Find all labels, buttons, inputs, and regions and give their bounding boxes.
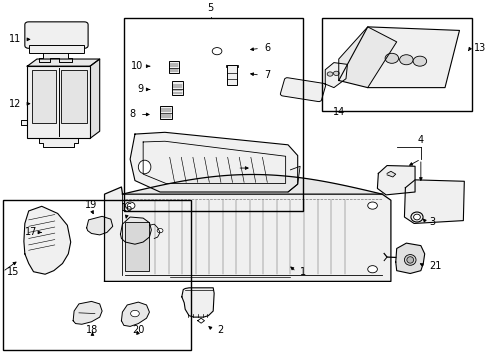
Text: 1: 1 xyxy=(300,267,305,277)
Bar xyxy=(168,61,179,73)
Bar xyxy=(29,45,84,53)
Text: 18: 18 xyxy=(86,325,99,335)
Bar xyxy=(32,70,56,123)
Bar xyxy=(61,70,86,123)
Bar xyxy=(225,65,238,67)
Polygon shape xyxy=(404,180,464,224)
Text: 14: 14 xyxy=(332,107,344,117)
Bar xyxy=(27,66,90,138)
Text: 20: 20 xyxy=(132,325,144,335)
Polygon shape xyxy=(325,63,347,87)
Ellipse shape xyxy=(413,214,420,220)
Text: 6: 6 xyxy=(264,43,269,53)
Polygon shape xyxy=(21,120,27,125)
Bar xyxy=(3,200,191,350)
FancyBboxPatch shape xyxy=(25,22,88,48)
Ellipse shape xyxy=(410,212,422,222)
Polygon shape xyxy=(121,302,149,327)
Text: 5: 5 xyxy=(207,3,213,13)
Text: 9: 9 xyxy=(137,84,143,94)
Polygon shape xyxy=(86,216,113,235)
Bar xyxy=(171,81,183,95)
Circle shape xyxy=(157,229,163,233)
Text: 11: 11 xyxy=(9,34,21,44)
Text: 13: 13 xyxy=(473,43,485,53)
Polygon shape xyxy=(395,243,424,274)
Circle shape xyxy=(385,53,398,63)
Bar xyxy=(321,18,470,111)
Bar xyxy=(226,66,237,85)
Text: 2: 2 xyxy=(217,325,223,335)
Polygon shape xyxy=(39,138,78,147)
Text: 17: 17 xyxy=(24,228,37,237)
Polygon shape xyxy=(338,27,396,87)
Ellipse shape xyxy=(404,255,415,265)
Circle shape xyxy=(412,56,426,66)
Circle shape xyxy=(333,71,339,76)
Text: 3: 3 xyxy=(428,217,435,227)
Polygon shape xyxy=(120,217,151,244)
Text: 7: 7 xyxy=(264,70,269,80)
Polygon shape xyxy=(73,301,102,324)
Circle shape xyxy=(399,55,412,65)
Polygon shape xyxy=(90,59,100,138)
FancyBboxPatch shape xyxy=(280,78,325,102)
Text: 4: 4 xyxy=(417,135,423,145)
Ellipse shape xyxy=(406,257,413,263)
Polygon shape xyxy=(24,206,71,274)
Bar xyxy=(125,222,149,271)
Text: 16: 16 xyxy=(121,203,133,213)
Text: 8: 8 xyxy=(129,109,136,120)
Polygon shape xyxy=(39,53,72,62)
Ellipse shape xyxy=(138,160,151,174)
Circle shape xyxy=(212,48,222,55)
Text: 15: 15 xyxy=(6,267,19,277)
Text: 19: 19 xyxy=(85,200,98,210)
Bar xyxy=(160,106,171,119)
Text: 12: 12 xyxy=(9,99,21,109)
Text: 10: 10 xyxy=(131,61,143,71)
Circle shape xyxy=(130,310,139,317)
Polygon shape xyxy=(130,132,297,192)
Polygon shape xyxy=(377,166,414,195)
Circle shape xyxy=(367,266,377,273)
Circle shape xyxy=(326,72,332,76)
Bar xyxy=(123,18,302,211)
Circle shape xyxy=(125,202,135,209)
Polygon shape xyxy=(27,59,100,66)
Polygon shape xyxy=(182,288,214,317)
Polygon shape xyxy=(104,187,390,282)
Text: 21: 21 xyxy=(428,261,441,271)
Polygon shape xyxy=(338,27,459,87)
Polygon shape xyxy=(386,171,395,177)
Circle shape xyxy=(367,202,377,209)
